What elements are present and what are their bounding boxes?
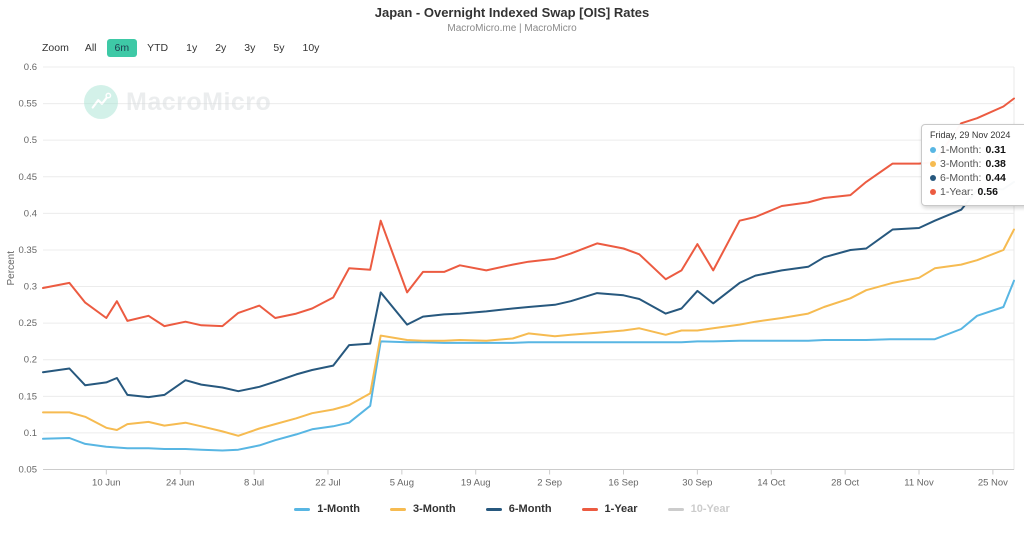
- svg-text:0.6: 0.6: [24, 62, 37, 73]
- legend: 1-Month 3-Month 6-Month 1-Year 10-Year: [0, 503, 1024, 515]
- tooltip-series-value: 0.44: [985, 172, 1006, 184]
- tooltip-date: Friday, 29 Nov 2024: [930, 130, 1011, 140]
- zoom-bar-label: Zoom: [42, 42, 69, 54]
- y-gridlines: 0.05 0.1 0.15 0.2 0.25 0.3 0.35 0.4 0.45 0.5 0.55 0…: [19, 62, 1014, 476]
- series-color-dot: [930, 147, 936, 153]
- zoom-button-ytd[interactable]: YTD: [139, 39, 176, 57]
- svg-text:0.55: 0.55: [19, 99, 38, 110]
- zoom-button-2y[interactable]: 2y: [207, 39, 234, 57]
- svg-text:0.5: 0.5: [24, 135, 37, 146]
- svg-text:8 Jul: 8 Jul: [244, 478, 264, 489]
- series-line-6-month[interactable]: [42, 180, 1015, 399]
- y-axis-title: Percent: [6, 251, 17, 286]
- svg-text:0.45: 0.45: [19, 172, 38, 183]
- series-color-dot: [930, 175, 936, 181]
- series-color-dot: [930, 161, 936, 167]
- svg-text:24 Jun: 24 Jun: [166, 478, 195, 489]
- series-line-1-year[interactable]: [42, 97, 1015, 328]
- legend-swatch: [581, 507, 598, 511]
- series-line-3-month[interactable]: [42, 228, 1015, 437]
- series-color-dot: [930, 189, 936, 195]
- zoom-button-6m[interactable]: 6m: [106, 39, 138, 57]
- svg-text:0.35: 0.35: [19, 245, 38, 256]
- chart-source-subtitle: MacroMicro.me | MacroMicro: [447, 23, 577, 34]
- svg-text:30 Sep: 30 Sep: [682, 478, 712, 489]
- legend-label: 1-Year: [604, 503, 638, 515]
- svg-text:0.05: 0.05: [19, 465, 38, 476]
- tooltip-series-label: 3-Month:: [940, 158, 982, 170]
- zoom-button-10y[interactable]: 10y: [294, 39, 327, 57]
- zoom-range-bar: Zoom All 6m YTD 1y 2y 3y 5y 10y: [42, 39, 327, 57]
- svg-text:0.15: 0.15: [19, 391, 38, 402]
- svg-text:0.4: 0.4: [24, 208, 37, 219]
- svg-text:0.1: 0.1: [24, 428, 37, 439]
- svg-text:2 Sep: 2 Sep: [537, 478, 562, 489]
- svg-text:0.3: 0.3: [24, 282, 37, 293]
- svg-text:28 Oct: 28 Oct: [831, 478, 859, 489]
- svg-text:5 Aug: 5 Aug: [390, 478, 414, 489]
- legend-swatch: [294, 507, 311, 511]
- legend-swatch: [667, 507, 684, 511]
- chart-tooltip: Friday, 29 Nov 2024 1-Month: 0.31 3-Mont…: [921, 124, 1024, 206]
- tooltip-row-3-month: 3-Month: 0.38: [930, 157, 1024, 171]
- svg-text:10 Jun: 10 Jun: [92, 478, 121, 489]
- tooltip-series-label: 6-Month:: [940, 172, 982, 184]
- legend-item-3-month[interactable]: 3-Month: [390, 503, 456, 515]
- zoom-button-1y[interactable]: 1y: [178, 39, 205, 57]
- legend-item-1-year[interactable]: 1-Year: [581, 503, 638, 515]
- tooltip-series-value: 0.31: [985, 144, 1006, 156]
- tooltip-series-value: 0.38: [985, 158, 1006, 170]
- tooltip-series-label: 1-Month:: [940, 144, 982, 156]
- page-title: Japan - Overnight Indexed Swap [OIS] Rat…: [374, 5, 650, 20]
- zoom-button-5y[interactable]: 5y: [265, 39, 292, 57]
- tooltip-row-1-month: 1-Month: 0.31: [930, 143, 1024, 157]
- legend-label: 3-Month: [413, 503, 456, 515]
- svg-text:11 Nov: 11 Nov: [904, 478, 934, 489]
- legend-label: 6-Month: [508, 503, 552, 515]
- series-line-1-month[interactable]: [42, 279, 1015, 452]
- legend-label: 10-Year: [690, 503, 730, 515]
- svg-text:25 Nov: 25 Nov: [978, 478, 1008, 489]
- tooltip-series-label: 1-Year:: [940, 186, 974, 198]
- legend-label: 1-Month: [317, 503, 361, 515]
- tooltip-series-value: 0.56: [977, 186, 998, 198]
- legend-item-6-month[interactable]: 6-Month: [485, 503, 552, 515]
- svg-text:0.2: 0.2: [24, 355, 37, 366]
- svg-text:19 Aug: 19 Aug: [461, 478, 491, 489]
- svg-text:0.25: 0.25: [19, 318, 38, 329]
- legend-swatch: [390, 507, 407, 511]
- svg-text:16 Sep: 16 Sep: [608, 478, 638, 489]
- zoom-button-3y[interactable]: 3y: [236, 39, 263, 57]
- legend-item-10-year[interactable]: 10-Year: [667, 503, 730, 515]
- tooltip-row-1-year: 1-Year: 0.56: [930, 185, 1024, 199]
- tooltip-row-6-month: 6-Month: 0.44: [930, 171, 1024, 185]
- svg-text:14 Oct: 14 Oct: [757, 478, 785, 489]
- svg-text:22 Jul: 22 Jul: [315, 478, 340, 489]
- zoom-button-all[interactable]: All: [77, 39, 105, 57]
- legend-swatch: [485, 507, 502, 511]
- x-axis-ticks: 10 Jun 24 Jun 8 Jul 22 Jul 5 Aug 19 Aug 2 Sep 1…: [92, 469, 1008, 489]
- legend-item-1-month[interactable]: 1-Month: [294, 503, 360, 515]
